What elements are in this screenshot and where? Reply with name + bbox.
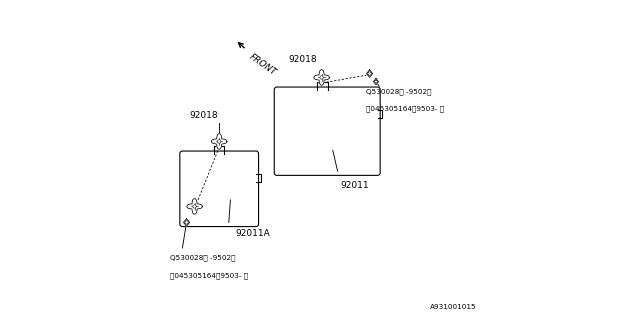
Polygon shape: [367, 70, 372, 77]
Text: Ⓢ045305164（9503- ）: Ⓢ045305164（9503- ）: [170, 272, 248, 279]
Text: A931001015: A931001015: [430, 304, 477, 310]
Text: Ⓢ045305164（9503- ）: Ⓢ045305164（9503- ）: [366, 106, 445, 112]
Text: 92018: 92018: [288, 55, 317, 64]
Polygon shape: [184, 219, 189, 226]
Text: Q530028（ -9502）: Q530028（ -9502）: [366, 88, 432, 95]
Circle shape: [320, 76, 323, 79]
Polygon shape: [187, 199, 202, 214]
FancyBboxPatch shape: [180, 151, 259, 227]
Text: Q530028（ -9502）: Q530028（ -9502）: [170, 254, 235, 261]
Circle shape: [218, 140, 221, 143]
Polygon shape: [314, 70, 330, 85]
Circle shape: [185, 221, 188, 224]
Text: 92018: 92018: [189, 111, 218, 120]
Polygon shape: [211, 134, 227, 149]
FancyBboxPatch shape: [275, 87, 380, 175]
Circle shape: [374, 80, 378, 83]
Text: 92011: 92011: [340, 181, 369, 190]
Circle shape: [193, 205, 196, 208]
Circle shape: [368, 72, 371, 75]
Text: 92011A: 92011A: [236, 229, 270, 238]
Text: FRONT: FRONT: [248, 52, 278, 77]
Polygon shape: [374, 78, 379, 85]
